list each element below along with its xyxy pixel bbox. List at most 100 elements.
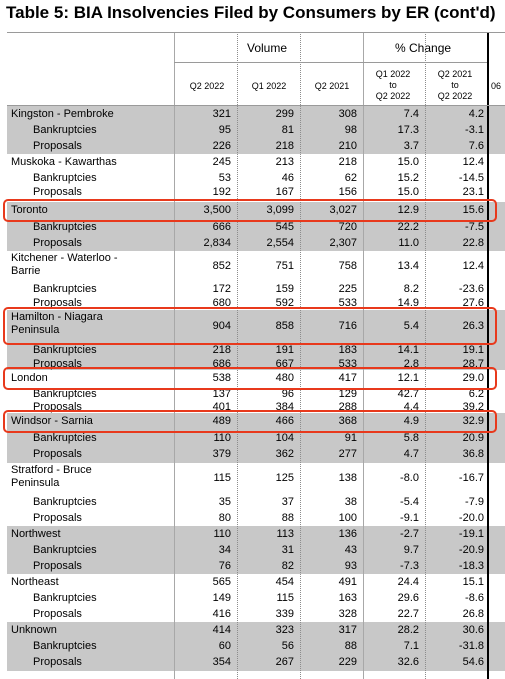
region-label: London [11,372,48,384]
volume-cell: 167 [275,186,294,198]
volume-cell: 533 [338,297,357,309]
table-row: Proposals 680 592 533 14.9 27.6 [7,297,505,310]
column-divider [174,32,175,679]
volume-cell: 323 [275,623,294,636]
pct-change-cell: 4.9 [403,415,419,427]
region-row: Stratford - Bruce Peninsula 115 125 138 -8.0… [7,463,505,494]
pct-change-cell: 15.1 [462,575,484,588]
volume-cell: 80 [218,511,231,524]
column-divider [425,32,426,679]
volume-cell: 666 [212,220,231,233]
volume-cell: 88 [281,511,294,524]
volume-cell: 95 [218,123,231,136]
volume-cell: 299 [275,107,294,120]
pct-change-cell: -8.0 [400,472,419,484]
pct-change-cell: 15.6 [462,204,484,216]
volume-cell: 192 [212,186,231,198]
volume-header: Volume [247,41,288,55]
volume-cell: 229 [338,656,357,668]
pct-change-cell: 15.0 [397,155,419,168]
col-header-q1-q2-2022: Q1 2022 to Q2 2022 [375,69,411,101]
pct-change-cell: -7.3 [400,559,419,572]
pct-change-cell: 11.0 [398,236,419,249]
volume-cell: 110 [213,527,231,540]
volume-cell: 2,834 [203,236,231,249]
column-divider [363,32,364,679]
volume-cell: 354 [212,656,231,668]
pct-change-cell: 6.2 [468,387,484,400]
volume-cell: 100 [338,511,357,524]
pct-change-cell: 22.8 [462,236,484,249]
volume-cell: 149 [212,591,231,604]
pct-change-cell: 14.9 [397,297,419,309]
volume-cell: 183 [338,343,357,356]
table-title: Table 5: BIA Insolvencies Filed by Consu… [6,3,496,22]
volume-cell: 115 [213,472,231,484]
pct-change-cell: -8.6 [465,591,484,604]
col-header-q2-2022: Q2 2022 [189,81,225,91]
volume-cell: 317 [338,623,357,636]
proposals-label: Proposals [33,559,82,572]
volume-cell: 417 [338,372,357,384]
pct-change-cell: -9.1 [400,511,419,524]
volume-cell: 565 [212,575,231,588]
pct-change-cell: -3.1 [465,123,484,136]
volume-cell: 115 [276,591,294,604]
region-label: Kitchener - Waterloo - Barrie [11,252,118,277]
table-row: Bankruptcies 218 191 183 14.1 19.1 [7,342,505,358]
volume-cell: 138 [338,472,357,484]
volume-cell: 368 [338,415,357,427]
pct-change-cell: -5.4 [400,495,419,508]
pct-change-cell: 9.7 [403,543,419,556]
pct-change-cell: 12.4 [462,259,484,272]
region-row: Northeast 565 454 491 24.4 15.1 [7,574,505,590]
bankruptcies-label: Bankruptcies [33,387,97,400]
proposals-label: Proposals [33,139,82,152]
volume-cell: 76 [218,559,231,572]
volume-cell: 758 [338,259,357,272]
pct-change-cell: 12.1 [397,372,419,384]
region-label: Stratford - Bruce Peninsula [11,464,92,489]
volume-cell: 34 [218,543,231,556]
pct-change-cell: 32.6 [397,656,419,668]
volume-cell: 137 [212,387,231,400]
region-row: Windsor - Sarnia 489 466 368 4.9 32.9 [7,413,505,430]
table-row: Bankruptcies 137 96 129 42.7 6.2 [7,387,505,401]
region-row: Kitchener - Waterloo - Barrie 852 751 758 13… [7,251,505,281]
proposals-label: Proposals [33,297,82,309]
region-row: Kingston - Pembroke 321 299 308 7.4 4.2 [7,106,505,122]
volume-cell: 720 [338,220,357,233]
pct-change-cell: -16.7 [458,472,484,484]
pct-change-cell: 12.4 [462,155,484,168]
volume-cell: 81 [281,123,294,136]
volume-cell: 904 [212,319,231,332]
volume-cell: 104 [275,431,294,444]
bankruptcies-label: Bankruptcies [33,591,97,604]
col-header-q2-2021-q2-2022: Q2 2021 to Q2 2022 [437,69,473,101]
volume-cell: 3,500 [203,204,231,216]
bankruptcies-label: Bankruptcies [33,343,97,356]
pct-change-cell: 17.3 [397,123,419,136]
volume-cell: 62 [344,171,357,184]
table-row: Bankruptcies 35 37 38 -5.4 -7.9 [7,494,505,510]
toronto-highlight-box [3,199,497,222]
table-row: Proposals 76 82 93 -7.3 -18.3 [7,558,505,574]
pct-change-cell: -7.5 [465,220,484,233]
volume-cell: 321 [212,107,231,120]
volume-cell: 328 [338,607,357,620]
volume-cell: 852 [212,259,231,272]
proposals-label: Proposals [33,236,82,249]
pct-change-cell: 54.6 [462,656,484,668]
volume-cell: 716 [338,319,357,332]
region-label: Unknown [11,623,57,636]
volume-cell: 308 [338,107,357,120]
table-row: Bankruptcies 34 31 43 9.7 -20.9 [7,542,505,558]
pct-change-cell: 28.2 [397,623,419,636]
volume-cell: 218 [275,139,294,152]
pct-change-cell: 42.7 [397,387,419,400]
bankruptcies-label: Bankruptcies [33,123,97,136]
volume-cell: 2,554 [266,236,294,249]
volume-cell: 46 [281,171,294,184]
col-header-q1-2022: Q1 2022 [251,81,287,91]
region-label: Northwest [11,527,61,540]
